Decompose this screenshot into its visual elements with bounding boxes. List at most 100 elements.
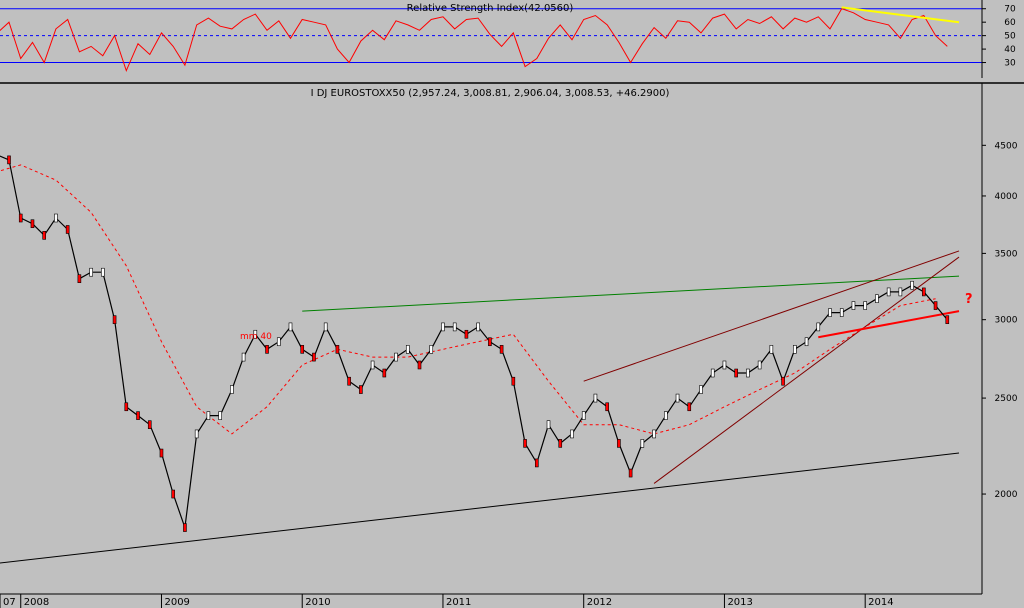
rsi-series-line bbox=[0, 8, 948, 72]
price-bar bbox=[30, 219, 35, 229]
price-bar bbox=[218, 411, 222, 420]
price-trendline bbox=[0, 452, 960, 564]
price-bar bbox=[464, 329, 469, 339]
price-bar bbox=[101, 267, 105, 277]
price-bar bbox=[288, 322, 293, 332]
price-trendline bbox=[653, 256, 960, 484]
price-bar bbox=[793, 345, 797, 354]
price-bar bbox=[922, 287, 926, 297]
price-bar bbox=[722, 360, 727, 370]
rsi-y-tick-label: 30 bbox=[1004, 59, 1016, 69]
price-bar bbox=[323, 322, 328, 332]
price-bar bbox=[652, 429, 656, 439]
price-bar bbox=[300, 345, 305, 354]
rsi-y-axis-labels: 30 40 50 60 70 bbox=[982, 5, 1016, 69]
rsi-y-tick-label: 70 bbox=[1004, 5, 1016, 15]
price-bar bbox=[136, 411, 140, 420]
price-bar bbox=[558, 439, 563, 448]
price-bar bbox=[699, 385, 703, 394]
price-bar bbox=[194, 429, 199, 439]
price-y-tick-label: 4500 bbox=[995, 141, 1018, 151]
price-bar bbox=[746, 368, 750, 378]
price-bar bbox=[910, 280, 914, 290]
rsi-series-group bbox=[0, 6, 960, 72]
price-bar bbox=[605, 402, 609, 412]
price-y-tick-label: 4000 bbox=[995, 192, 1018, 202]
price-bar bbox=[417, 360, 422, 370]
price-bar bbox=[7, 155, 11, 165]
price-bar bbox=[370, 360, 375, 370]
price-bar bbox=[534, 458, 539, 468]
price-bar bbox=[18, 213, 23, 223]
price-bar bbox=[523, 439, 527, 448]
price-bar bbox=[617, 439, 621, 448]
rsi-y-tick-label: 50 bbox=[1004, 32, 1016, 42]
x-tick-label: 07 bbox=[3, 597, 16, 608]
price-y-tick-label: 3500 bbox=[995, 249, 1018, 259]
price-bar bbox=[664, 411, 668, 420]
price-bar bbox=[593, 393, 598, 403]
price-bar bbox=[382, 368, 387, 378]
price-y-axis-labels: 2000 2500 3000 3500 4000 4500 bbox=[982, 141, 1018, 500]
price-bar bbox=[839, 308, 844, 317]
price-bar bbox=[405, 345, 410, 354]
price-bar bbox=[54, 213, 58, 223]
x-tick-label: 2011 bbox=[446, 597, 471, 608]
price-bar bbox=[312, 352, 316, 362]
price-bar bbox=[781, 376, 785, 386]
price-bar bbox=[675, 393, 680, 403]
price-bar bbox=[347, 376, 351, 386]
price-y-tick-label: 2500 bbox=[995, 394, 1018, 404]
price-bar bbox=[828, 308, 832, 317]
rsi-panel: Relative Strength Index(42.0560) 30 40 50 6… bbox=[0, 0, 1016, 78]
price-bar bbox=[476, 322, 480, 332]
rsi-y-tick-label: 40 bbox=[1004, 45, 1016, 55]
price-bar bbox=[124, 402, 129, 412]
price-bar bbox=[734, 368, 738, 378]
price-bar bbox=[183, 523, 187, 532]
price-bar bbox=[804, 337, 809, 347]
price-bar bbox=[546, 420, 551, 429]
price-trendline bbox=[583, 250, 960, 382]
rsi-y-tick-label: 60 bbox=[1004, 18, 1016, 28]
price-bar bbox=[77, 274, 82, 283]
price-bar bbox=[757, 360, 762, 370]
price-bar bbox=[394, 352, 398, 362]
price-bar bbox=[112, 315, 117, 324]
price-bar bbox=[276, 337, 281, 347]
x-tick-label: 2012 bbox=[587, 597, 612, 608]
price-bar bbox=[875, 294, 879, 303]
rsi-title: Relative Strength Index(42.0560) bbox=[407, 3, 574, 14]
price-bar bbox=[452, 322, 457, 332]
price-trendline bbox=[818, 310, 960, 339]
mm40-label: mm 40 bbox=[240, 332, 272, 342]
price-bar bbox=[851, 301, 856, 310]
price-bar bbox=[898, 287, 903, 297]
price-panel: I DJ EUROSTOXX50 (2,957.24, 3,008.81, 2,… bbox=[0, 83, 1018, 608]
price-bar bbox=[511, 376, 516, 386]
x-tick-label: 2009 bbox=[164, 597, 189, 608]
price-bar bbox=[570, 429, 574, 439]
price-bar bbox=[241, 352, 246, 362]
price-trendlines bbox=[0, 250, 960, 564]
question-mark-annotation: ? bbox=[965, 292, 973, 307]
x-tick-label: 2008 bbox=[24, 597, 49, 608]
price-y-tick-label: 3000 bbox=[995, 316, 1018, 326]
price-series-line bbox=[0, 155, 948, 528]
price-bar bbox=[230, 385, 234, 394]
rsi-plot-area bbox=[0, 0, 982, 78]
price-bar bbox=[359, 385, 363, 394]
price-bar bbox=[159, 448, 164, 458]
price-bar bbox=[441, 322, 445, 332]
price-bar bbox=[687, 402, 692, 412]
price-bar bbox=[581, 411, 586, 420]
price-bar bbox=[147, 420, 152, 429]
price-bar bbox=[171, 489, 176, 499]
price-y-tick-label: 2000 bbox=[995, 490, 1018, 500]
price-bar bbox=[769, 345, 774, 354]
price-bar bbox=[89, 267, 93, 277]
price-title: I DJ EUROSTOXX50 (2,957.24, 3,008.81, 2,… bbox=[311, 88, 670, 99]
price-series-group bbox=[0, 155, 950, 532]
x-axis-labels: 07 2008 2009 2010 2011 2012 2013 2014 bbox=[0, 594, 894, 608]
